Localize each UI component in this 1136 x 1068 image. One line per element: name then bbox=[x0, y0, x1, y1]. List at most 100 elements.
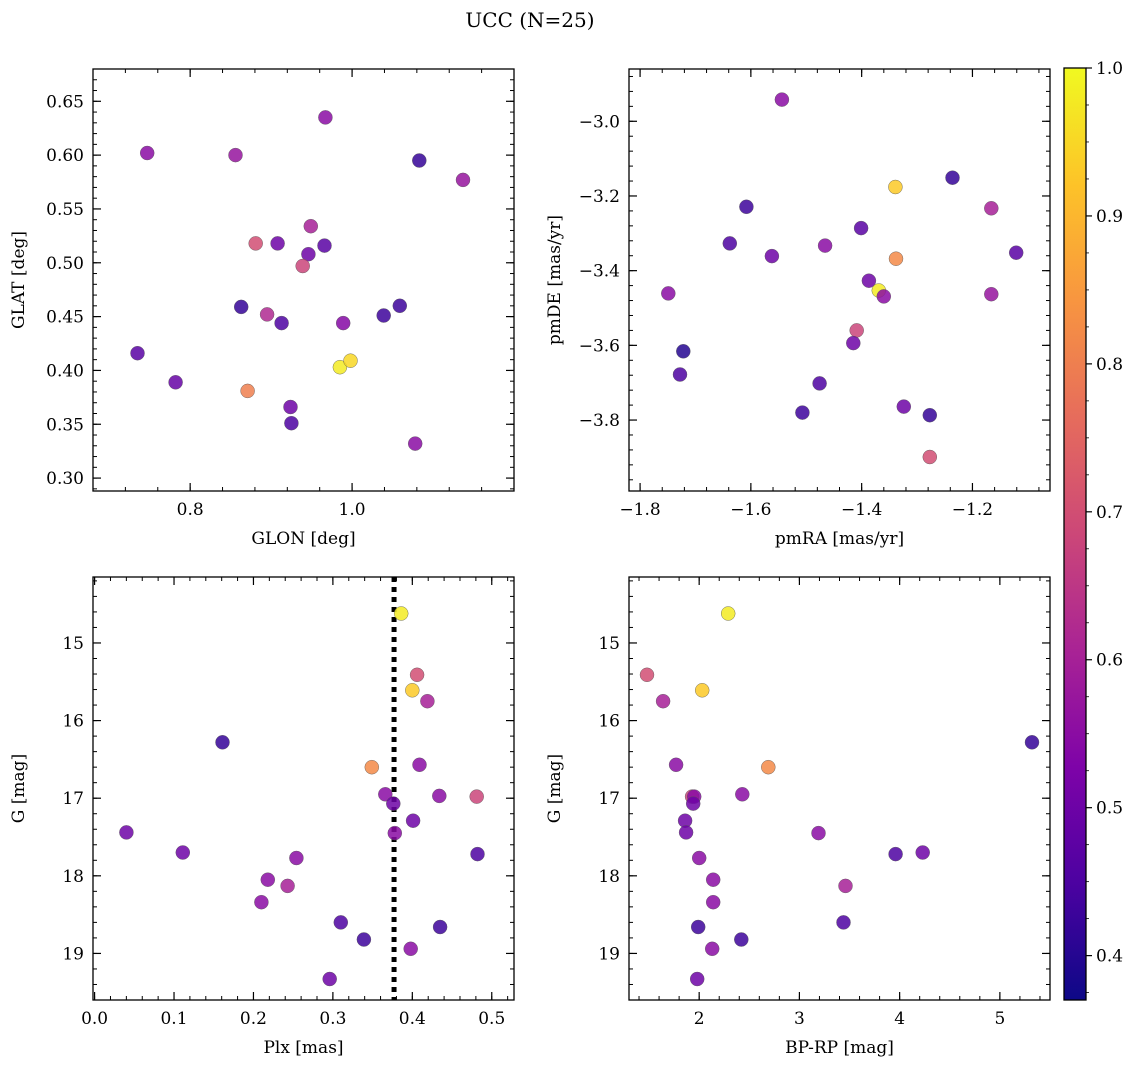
y-tick-label: −3.4 bbox=[579, 262, 620, 282]
data-point bbox=[254, 895, 269, 910]
data-point bbox=[853, 220, 869, 236]
axes-frame bbox=[628, 68, 1051, 492]
data-point bbox=[922, 449, 937, 465]
data-point bbox=[706, 895, 721, 910]
data-point bbox=[812, 376, 827, 391]
data-point bbox=[896, 399, 911, 414]
x-tick-label: 0.4 bbox=[399, 1009, 426, 1029]
x-axis-label: GLON [deg] bbox=[251, 529, 355, 549]
data-point bbox=[336, 315, 351, 331]
data-point bbox=[295, 258, 310, 274]
data-point bbox=[412, 153, 427, 168]
y-tick-label: 0.40 bbox=[46, 361, 84, 381]
axes-frame bbox=[92, 576, 515, 1001]
data-point bbox=[849, 323, 864, 338]
data-point bbox=[676, 344, 691, 359]
data-point bbox=[1009, 245, 1024, 260]
x-axis-label: BP-RP [mag] bbox=[785, 1038, 894, 1058]
y-tick-label: 17 bbox=[598, 789, 620, 809]
data-point bbox=[469, 789, 484, 804]
panel-pmra_pmde: −1.8 −1.6 −1.4 −1.2 −3.8 −3.6 −3.4 −3.2 −3.0 pmRA… bbox=[545, 68, 1051, 549]
data-point bbox=[343, 353, 358, 368]
y-tick-label: 15 bbox=[598, 634, 620, 654]
data-point bbox=[695, 683, 710, 698]
data-point bbox=[774, 92, 790, 107]
data-point bbox=[284, 416, 299, 431]
y-tick-label: 18 bbox=[62, 867, 84, 887]
data-point bbox=[888, 846, 903, 862]
data-point bbox=[228, 147, 243, 163]
x-tick-label: 4 bbox=[894, 1009, 905, 1029]
x-tick-label: −1.6 bbox=[730, 500, 771, 520]
x-tick-label: −1.2 bbox=[952, 500, 993, 520]
data-point bbox=[691, 919, 706, 935]
x-tick-label: 0.3 bbox=[319, 1009, 346, 1029]
y-tick-label: −3.8 bbox=[579, 411, 620, 431]
data-point bbox=[420, 694, 435, 709]
data-point bbox=[735, 787, 750, 802]
data-point bbox=[692, 850, 707, 866]
data-point bbox=[270, 236, 285, 251]
x-tick-label: −1.4 bbox=[841, 500, 882, 520]
axes-frame bbox=[92, 68, 515, 492]
data-point bbox=[915, 845, 930, 860]
y-axis-label: pmDE [mas/yr] bbox=[545, 215, 565, 345]
colorbar-tick-label: 0.4 bbox=[1096, 947, 1123, 967]
colorbar: 0.4 0.5 0.6 0.7 0.8 0.9 1.0 bbox=[1063, 59, 1123, 1001]
axes-frame bbox=[628, 576, 1051, 1001]
data-point bbox=[922, 408, 937, 423]
data-point bbox=[470, 846, 485, 862]
x-tick-label: 0.5 bbox=[478, 1009, 505, 1029]
y-tick-label: 19 bbox=[598, 944, 620, 964]
data-point bbox=[984, 287, 999, 302]
x-tick-label: 1.0 bbox=[339, 500, 366, 520]
y-axis-label: G [mag] bbox=[545, 754, 565, 823]
data-point bbox=[661, 286, 676, 301]
data-point bbox=[233, 299, 249, 315]
panel-bprp_g: 2 3 4 5 15 16 17 18 19 BP-RP [mag] G [mag] bbox=[545, 576, 1051, 1058]
data-point bbox=[317, 238, 332, 253]
colorbar-tick-label: 0.5 bbox=[1096, 799, 1123, 819]
y-tick-label: −3.2 bbox=[579, 187, 620, 207]
data-point bbox=[119, 825, 134, 840]
data-point bbox=[672, 367, 688, 382]
data-point bbox=[722, 236, 737, 251]
data-point bbox=[795, 405, 810, 420]
y-tick-label: 19 bbox=[62, 944, 84, 964]
data-point bbox=[817, 238, 833, 253]
data-point bbox=[888, 179, 903, 195]
data-point bbox=[705, 941, 720, 956]
y-tick-label: 16 bbox=[598, 712, 620, 732]
panel-plx_g: 0.0 0.1 0.2 0.3 0.4 0.5 15 16 17 18 19 Plx [mas] G [… bbox=[9, 576, 515, 1058]
data-point bbox=[215, 735, 230, 750]
data-point bbox=[139, 145, 155, 161]
data-point bbox=[690, 971, 705, 987]
data-point bbox=[639, 667, 655, 682]
y-axis-label: G [mag] bbox=[9, 754, 29, 823]
y-tick-label: −3.0 bbox=[579, 112, 620, 132]
y-tick-label: 0.65 bbox=[46, 92, 84, 112]
data-point bbox=[432, 788, 447, 804]
data-point bbox=[734, 932, 749, 947]
colorbar-tick-label: 0.9 bbox=[1096, 207, 1123, 227]
x-tick-label: 0.0 bbox=[81, 1009, 108, 1029]
panel-glon_glat: 0.8 1.0 0.30 0.35 0.40 0.45 0.50 0.55 0.60 0.65 GL… bbox=[9, 68, 515, 549]
data-point bbox=[332, 360, 348, 375]
data-point bbox=[861, 273, 877, 288]
data-point bbox=[984, 201, 999, 216]
data-point bbox=[876, 289, 891, 304]
y-tick-label: 17 bbox=[62, 789, 84, 809]
data-point bbox=[811, 825, 826, 841]
y-tick-label: 0.55 bbox=[46, 200, 84, 220]
data-point bbox=[283, 399, 298, 415]
colorbar-tick-label: 1.0 bbox=[1096, 59, 1123, 79]
y-tick-label: 18 bbox=[598, 867, 620, 887]
colorbar-gradient bbox=[1063, 67, 1087, 1001]
x-tick-label: 5 bbox=[994, 1009, 1005, 1029]
data-point bbox=[739, 199, 754, 215]
data-point bbox=[764, 248, 780, 264]
data-point bbox=[248, 236, 263, 251]
data-point bbox=[303, 218, 318, 234]
x-tick-label: 3 bbox=[794, 1009, 805, 1029]
